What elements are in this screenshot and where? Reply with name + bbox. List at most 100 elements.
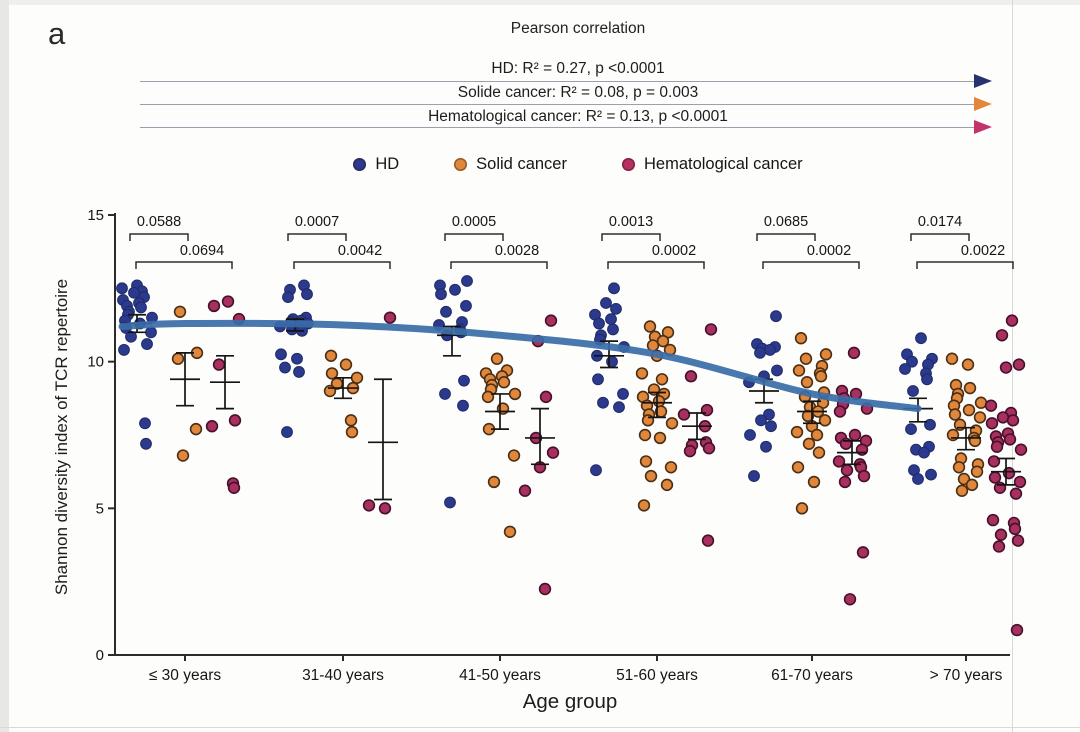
data-point [819,348,833,361]
data-point [857,469,871,483]
data-point [1012,358,1026,371]
data-point [763,408,775,421]
data-point [638,428,652,442]
data-point [924,418,936,431]
data-point [912,473,924,485]
data-point [141,338,153,350]
data-point [590,464,602,477]
bracket-hd-vs-solid [601,233,661,241]
data-point [987,455,1001,468]
y-axis-title: Shannon diversity index of TCR repertoir… [52,278,71,596]
data-point [116,282,128,295]
data-point [345,425,359,439]
data-point [487,475,501,489]
data-point [970,465,984,478]
y-tick-label: 10 [87,354,104,371]
frame-top [0,0,1080,5]
data-point [683,444,697,458]
data-point [171,352,185,365]
x-tick-label: 51-60 years [616,667,698,684]
p-value-hd-vs-hema: 0.0694 [180,243,224,259]
data-point [955,484,969,497]
data-point [1013,475,1027,489]
legend-item-hematological-cancer: Hematological cancer [621,155,803,174]
data-point [597,396,609,409]
data-point [189,422,203,436]
data-point [279,361,291,374]
bracket-hd-vs-hema [607,261,705,269]
data-point [607,323,619,336]
data-point [497,376,511,389]
data-point [899,363,911,375]
data-point [593,317,605,330]
p-value-hd-vs-hema: 0.0002 [807,243,851,259]
bracket-hd-vs-solid [129,233,189,241]
data-point [228,414,242,427]
data-point [118,344,130,356]
error-bars-solid-cancer [170,352,981,451]
data-point [974,396,988,409]
bracket-hd-vs-solid [287,233,347,241]
data-point [610,302,622,315]
data-point [644,469,658,483]
data-point [458,374,470,387]
data-point [221,295,235,308]
bracket-hd-vs-solid [756,233,816,241]
data-point [843,593,857,606]
p-value-hd-vs-solid: 0.0685 [764,214,808,230]
legend-label-solid-cancer: Solid cancer [476,155,567,173]
data-point [996,411,1010,424]
data-point [1010,623,1024,637]
data-point [704,323,718,336]
data-point [995,329,1009,342]
data-point [135,301,147,314]
y-tick-label: 0 [96,647,104,664]
data-point [128,286,140,299]
data-point [440,305,452,318]
data-point [770,310,782,323]
bracket-hd-vs-hema [916,261,1014,269]
data-point [173,305,187,318]
data-point [176,449,190,462]
x-tick-label: ≤ 30 years [149,667,222,684]
data-point [985,417,999,430]
data-point [139,417,151,430]
data-point [339,358,353,371]
data-point [748,470,760,482]
data-point [701,534,715,547]
solid-cancer-dot-icon [454,158,468,171]
correlation-arrow-line-hema [140,127,978,128]
data-point [992,540,1006,553]
legend-item-hd: HD [353,155,399,174]
data-point [791,461,805,474]
data-point [965,478,979,492]
legend-item-solid-cancer: Solid cancer [454,155,567,174]
data-point [961,358,975,371]
x-tick-label: > 70 years [930,667,1003,684]
data-point [508,387,522,401]
figure-title: Pearson correlation [510,20,646,37]
p-value-hd-vs-solid: 0.0174 [918,214,962,230]
data-point [905,423,917,436]
p-value-hd-vs-hema: 0.0042 [338,243,382,259]
data-point [838,475,852,489]
data-point [999,361,1013,374]
data-point [814,370,828,383]
data-point [546,446,560,459]
data-point [444,496,456,509]
significance-brackets: 0.0588 0.0694 0.0007 0.0042 0.0005 0.0028 0.00… [129,214,1014,269]
data-point [792,364,806,377]
data-point [503,525,517,538]
data-point [833,405,847,418]
data-point [293,366,305,378]
data-point [1011,534,1025,547]
data-point [125,330,137,343]
data-point [460,300,472,312]
data-point [613,401,625,414]
hd-dot-icon [353,158,367,171]
bracket-hd-vs-hema [450,261,548,269]
correlation-arrow-line-solid [140,104,978,105]
legend-label-hematological-cancer: Hematological cancer [643,155,803,173]
data-point [344,414,358,427]
data-point [915,332,927,345]
